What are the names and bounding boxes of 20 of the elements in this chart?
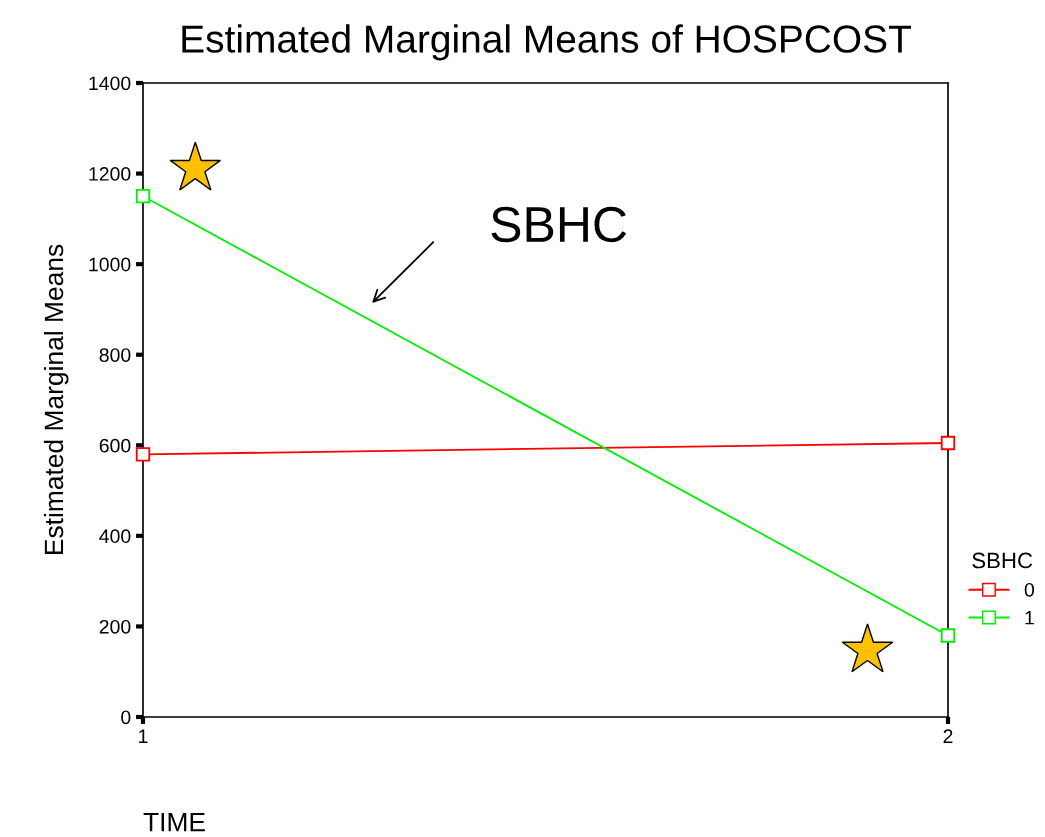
legend-label: 1	[1025, 610, 1034, 625]
point	[135, 189, 151, 204]
x-axis-title: TIME	[143, 813, 205, 832]
point	[940, 435, 956, 451]
y-tick-label: 200	[99, 619, 131, 634]
y-tick-label: 600	[99, 438, 131, 453]
point	[135, 447, 151, 462]
legend-label: 0	[1024, 582, 1035, 597]
y-axis-title: Estimated Marginal Means	[43, 244, 69, 555]
point	[940, 628, 956, 643]
y-tick-label: 1200	[89, 167, 131, 181]
y-tick-label: 1400	[89, 76, 131, 91]
x-tick-label: 2	[943, 729, 953, 743]
y-tick-label: 0	[121, 710, 131, 725]
y-tick-label: 1000	[89, 257, 131, 272]
chart-title: Estimated Marginal Means of HOSPCOST	[182, 24, 911, 61]
legend-title: SBHC	[972, 552, 1033, 569]
y-tick-label: 800	[99, 348, 131, 362]
y-tick-label: 400	[99, 529, 131, 544]
annotation: SBHC	[491, 206, 627, 243]
